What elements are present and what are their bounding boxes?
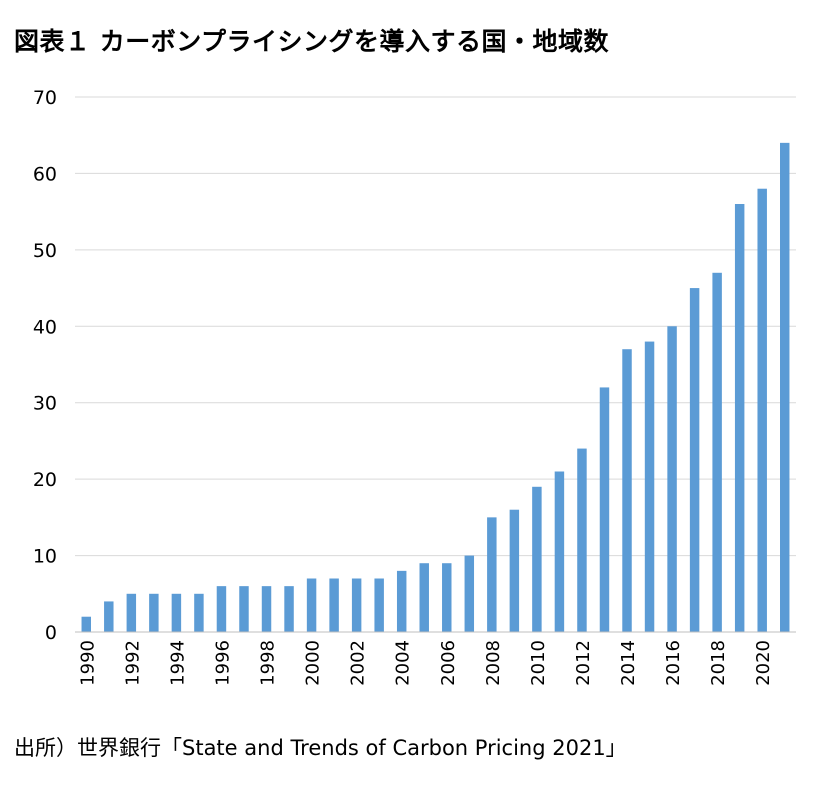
bar-1994	[171, 593, 182, 632]
x-tick-label: 2002	[348, 640, 369, 686]
x-tick-label: 2014	[618, 640, 639, 686]
x-tick-label: 2008	[483, 640, 504, 686]
gridlines	[75, 96, 796, 557]
bar-2014	[622, 349, 632, 632]
bar-2018	[712, 272, 722, 632]
y-tick-label: 50	[33, 240, 57, 262]
x-tick-label: 1992	[122, 640, 143, 686]
x-tick-label: 2010	[528, 640, 549, 686]
y-tick-label: 60	[33, 163, 57, 185]
bar-1995	[194, 593, 204, 632]
bar-2010	[532, 486, 542, 632]
x-tick-label: 2004	[393, 640, 414, 686]
bar-2021	[780, 142, 790, 632]
bar-2007	[464, 555, 475, 632]
y-tick-label: 0	[45, 622, 57, 644]
bar-2019	[734, 204, 745, 632]
bar-2020	[757, 188, 767, 632]
bar-1996	[216, 586, 227, 632]
bar-chart: 0 10 20 30 40 50 60 70 1990 1992 1994 1996 1998 2000…	[33, 87, 796, 686]
x-tick-label: 2020	[753, 640, 774, 686]
bar-2006	[442, 563, 452, 632]
y-tick-label: 30	[33, 393, 57, 415]
bar-2009	[509, 509, 520, 632]
bar-1993	[149, 593, 159, 632]
x-tick-label: 2012	[573, 640, 594, 686]
bars	[81, 142, 790, 632]
x-tick-label: 2000	[303, 640, 324, 686]
bar-2012	[577, 448, 587, 632]
y-tick-label: 10	[33, 546, 57, 568]
bar-2000	[306, 578, 317, 632]
bar-2016	[667, 326, 677, 632]
bar-1999	[284, 586, 294, 632]
bar-2005	[419, 563, 429, 632]
x-axis-ticks: 1990 1992 1994 1996 1998 2000 2002 2004 2006 2008…	[77, 640, 774, 686]
bar-2017	[689, 288, 700, 632]
y-tick-label: 40	[33, 316, 57, 338]
x-tick-label: 1996	[212, 640, 233, 686]
y-axis-ticks: 0 10 20 30 40 50 60 70	[33, 87, 57, 644]
bar-1998	[261, 586, 272, 632]
y-tick-label: 20	[33, 469, 57, 491]
bar-1992	[126, 593, 137, 632]
x-tick-label: 1998	[258, 640, 279, 686]
y-tick-label: 70	[33, 87, 57, 109]
bar-2011	[554, 471, 565, 632]
bar-2001	[329, 578, 339, 632]
x-tick-label: 2018	[708, 640, 729, 686]
bar-2015	[644, 341, 655, 632]
x-tick-label: 2016	[663, 640, 684, 686]
chart-title: 図表１ カーボンプライシングを導入する国・地域数	[14, 27, 609, 56]
x-tick-label: 1994	[167, 640, 188, 686]
bar-1990	[81, 616, 91, 632]
bar-2008	[487, 517, 497, 632]
bar-1991	[104, 601, 114, 632]
source-note: 出所）世界銀行「State and Trends of Carbon Prici…	[14, 736, 627, 760]
x-tick-label: 2006	[438, 640, 459, 686]
bar-2004	[396, 570, 407, 632]
x-tick-label: 1990	[77, 640, 98, 686]
bar-1997	[239, 586, 249, 632]
bar-2002	[351, 578, 362, 632]
bar-2013	[599, 387, 610, 632]
bar-2003	[374, 578, 384, 632]
